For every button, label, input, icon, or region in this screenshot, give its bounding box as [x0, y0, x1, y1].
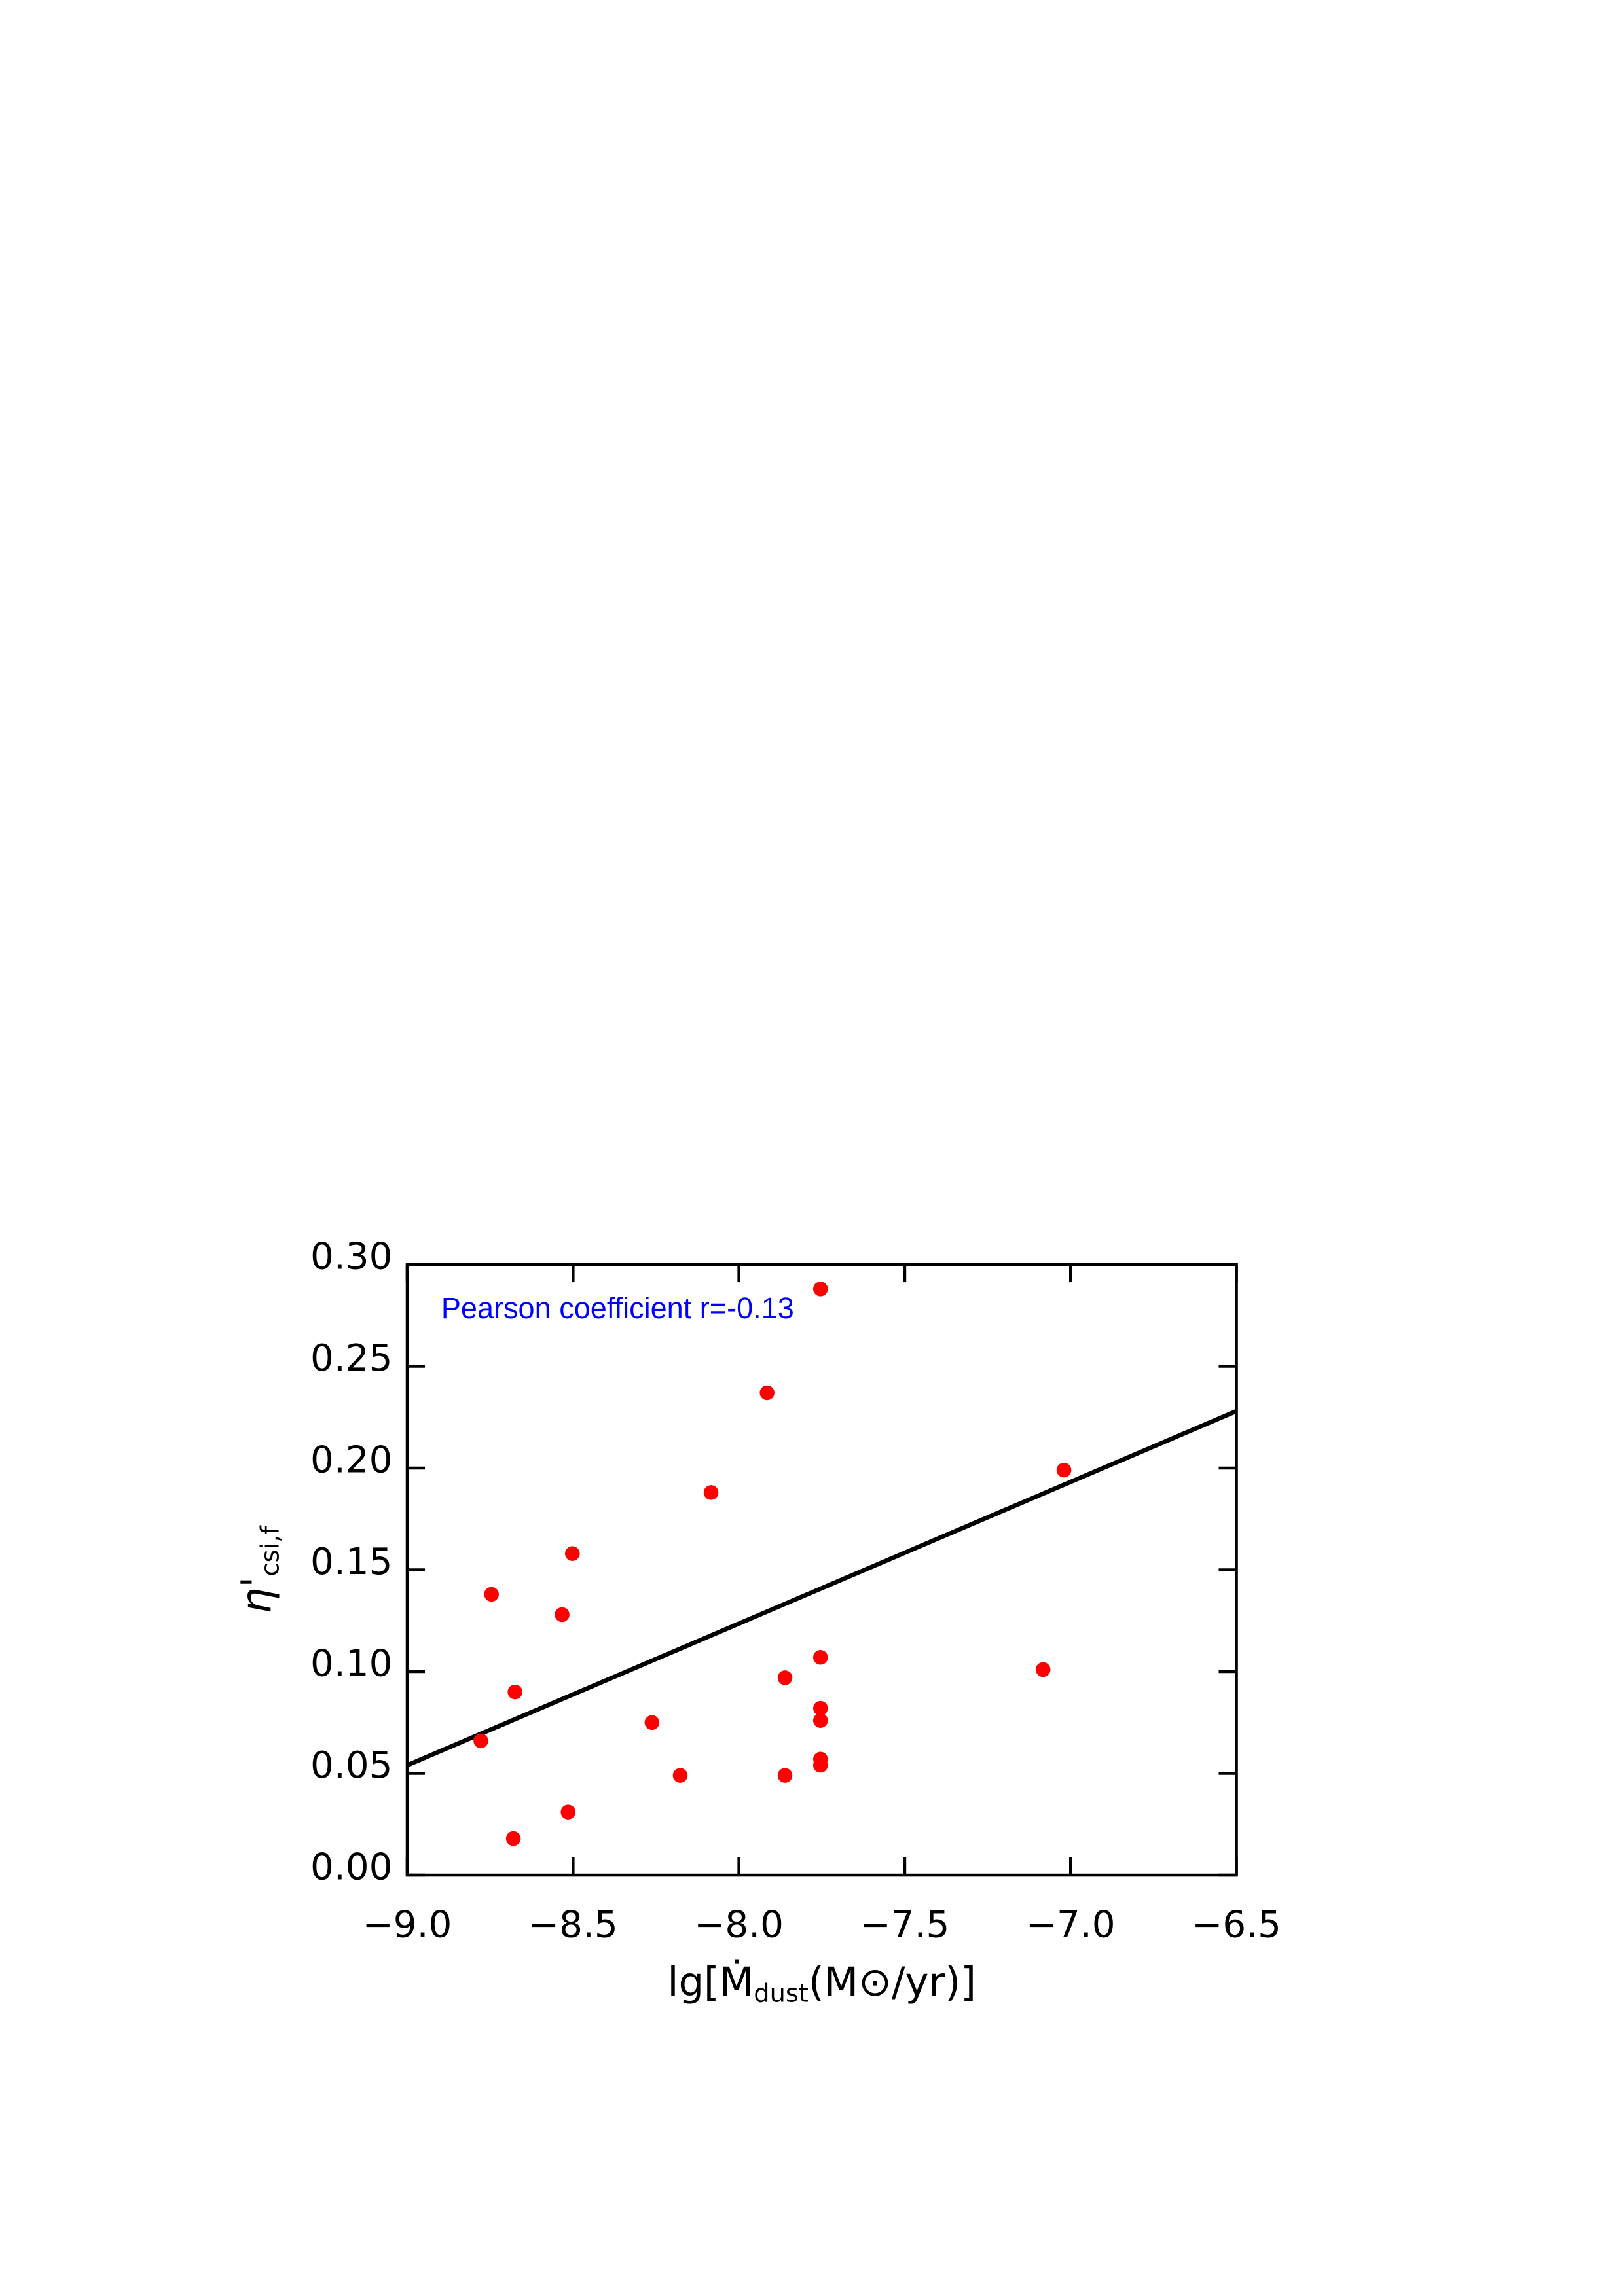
- y-tick-label: 0.20: [310, 1439, 392, 1482]
- point: [703, 1485, 719, 1500]
- point: [812, 1757, 828, 1773]
- plot-frame: [405, 1263, 1238, 1877]
- x-tick-label: −7.5: [860, 1904, 950, 1946]
- point: [644, 1715, 660, 1731]
- x-tick-label: −8.0: [694, 1904, 784, 1946]
- y-tick-label: 0.10: [310, 1643, 392, 1685]
- point: [759, 1385, 775, 1401]
- point: [565, 1546, 580, 1561]
- y-tick-label: 0.05: [310, 1744, 392, 1787]
- point: [812, 1650, 828, 1665]
- y-tick-label: 0.30: [310, 1236, 392, 1278]
- point: [812, 1282, 828, 1297]
- point: [555, 1607, 570, 1623]
- y-label-sub: csi,f: [255, 1525, 285, 1577]
- x-tick-label: −8.5: [528, 1904, 618, 1946]
- point: [507, 1684, 522, 1700]
- point: [473, 1733, 488, 1749]
- point: [505, 1831, 521, 1846]
- y-tick-label: 0.25: [310, 1337, 392, 1380]
- x-tick-label: −6.5: [1192, 1904, 1281, 1946]
- fit-line: [406, 1408, 1237, 1768]
- y-axis-label: η'csi,f: [232, 1525, 285, 1614]
- point: [1035, 1662, 1051, 1677]
- x-tick-label: −9.0: [363, 1904, 452, 1946]
- x-label-main: lg[Ṁ: [668, 1958, 754, 2005]
- x-label-rest: (M⊙/yr)]: [809, 1959, 976, 2005]
- y-tick-label: 0.15: [310, 1541, 392, 1583]
- point: [777, 1670, 793, 1685]
- point: [777, 1768, 793, 1783]
- point: [672, 1768, 688, 1783]
- x-axis-label: lg[Ṁdust(M⊙/yr)]: [668, 1958, 976, 2008]
- point: [484, 1587, 499, 1602]
- y-tick-label: 0.00: [310, 1846, 392, 1889]
- annotation: Pearson coefficient r=-0.13: [441, 1291, 794, 1325]
- point: [560, 1804, 575, 1820]
- x-label-sub: dust: [754, 1979, 809, 2008]
- x-tick-label: −7.0: [1026, 1904, 1116, 1946]
- point: [812, 1700, 828, 1716]
- point: [1056, 1462, 1072, 1478]
- point: [812, 1713, 828, 1728]
- y-label-main: η': [232, 1577, 281, 1614]
